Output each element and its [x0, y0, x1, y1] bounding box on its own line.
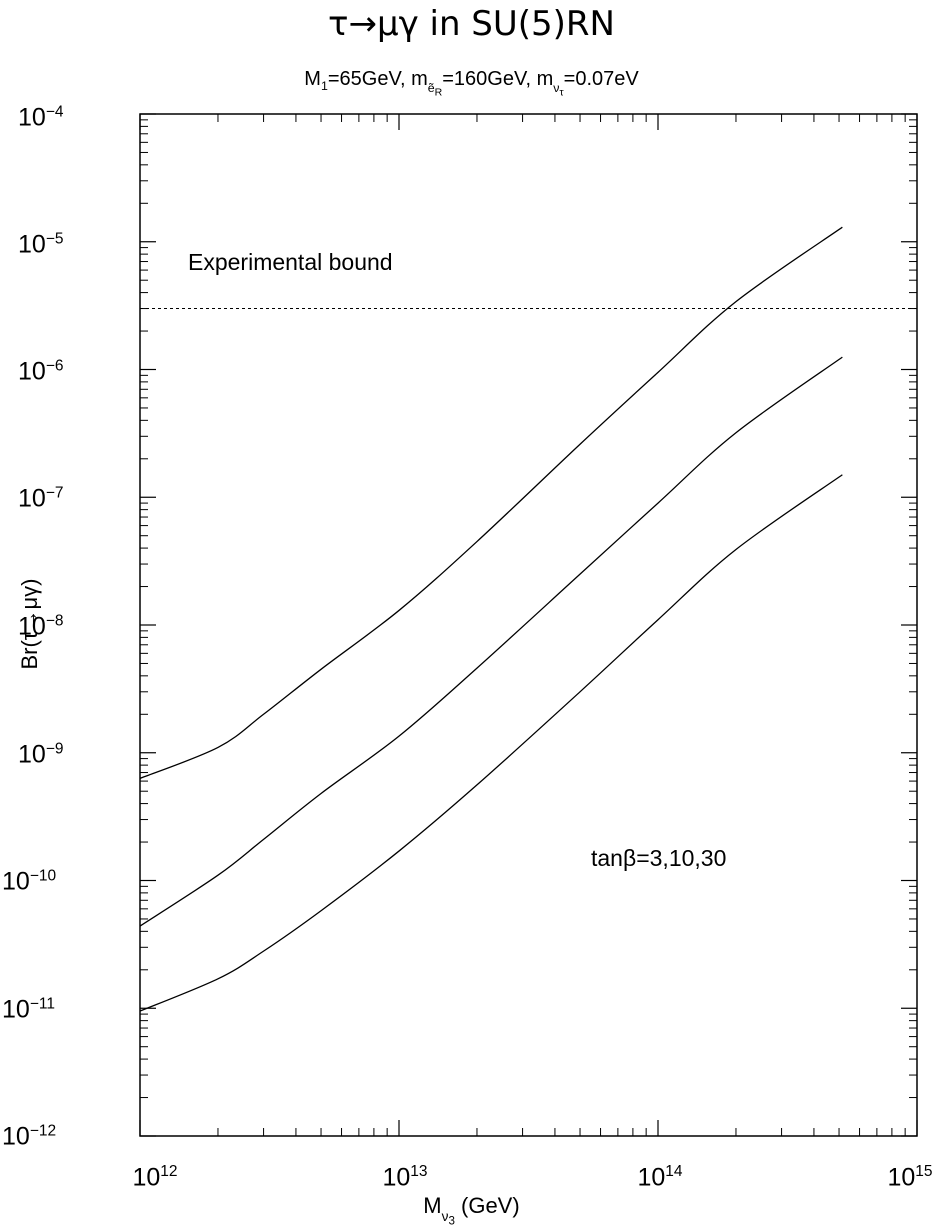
y-tick-label: 10−5 [18, 230, 64, 259]
y-tick-base: 10 [18, 230, 46, 259]
x-tick-base: 10 [382, 1163, 411, 1192]
subtitle-part2-sub: ẽR [427, 80, 443, 99]
x-tick-exp: 15 [915, 1163, 933, 1180]
x-axis-label-main: M [423, 1193, 442, 1218]
subtitle-part3-sub-text: ν [553, 80, 560, 95]
y-tick-exp: −10 [29, 867, 57, 885]
y-tick-exp: −9 [45, 740, 64, 758]
y-tick-base: 10 [18, 103, 46, 132]
x-tick-base: 10 [132, 1163, 161, 1192]
y-tick-label: 10−12 [2, 1122, 56, 1151]
y-tick-base: 10 [18, 612, 46, 641]
y-tick-exp: −8 [45, 612, 64, 630]
subtitle-part2-subsub: R [434, 86, 443, 99]
subtitle-part3: =160GeV, m [442, 68, 554, 90]
x-axis-label-unit: (GeV) [454, 1193, 520, 1218]
subtitle-part2: =65GeV, m [327, 68, 428, 90]
y-tick-exp: −5 [45, 230, 64, 248]
x-tick-base: 10 [637, 1163, 666, 1192]
subtitle-part1-sub: 1 [320, 79, 328, 93]
minor-ticks [140, 114, 917, 1136]
y-tick-label: 10−9 [18, 740, 64, 769]
y-tick-exp: −4 [45, 103, 64, 121]
y-tick-base: 10 [18, 357, 46, 386]
tanbeta-annotation: tanβ=3,10,30 [591, 845, 727, 871]
series-line-1 [139, 226, 843, 779]
x-tick-label: 1013 [382, 1163, 427, 1192]
y-tick-exp: −7 [45, 484, 64, 502]
bound-annotation: Experimental bound [188, 249, 393, 275]
x-axis-label-sub-text: ν [441, 1208, 449, 1224]
y-tick-base: 10 [18, 484, 46, 513]
x-tick-label: 1015 [887, 1163, 932, 1192]
subtitle-part3-sub: ντ [553, 80, 564, 99]
y-tick-exp: −6 [45, 357, 64, 375]
subtitle-part2-sub-text: ẽ [427, 80, 435, 95]
plot-frame [139, 113, 918, 1137]
y-axis-label: Br(τ→μγ) [17, 578, 42, 670]
y-tick-base: 10 [18, 740, 46, 769]
y-tick-base: 10 [2, 867, 30, 896]
series-line-2 [139, 356, 843, 927]
y-tick-label: 10−6 [18, 357, 64, 386]
subtitle-part1: M [304, 68, 321, 90]
x-axis-label: Mν3 (GeV) [0, 1193, 943, 1227]
x-axis-label-sub: ν3 [441, 1208, 455, 1227]
series-line-3 [139, 474, 843, 1012]
x-tick-base: 10 [887, 1163, 916, 1192]
subtitle-part3-subsub: τ [559, 86, 564, 99]
chart-title: τ→μγ in SU(5)RN [327, 4, 615, 44]
y-tick-label: 10−10 [2, 867, 56, 896]
chart-subtitle: M1=65GeV, mẽR=160GeV, mντ=0.07eV [0, 68, 943, 98]
y-tick-label: 10−7 [18, 484, 64, 513]
x-tick-label: 1014 [637, 1163, 682, 1192]
x-tick-exp: 12 [160, 1163, 178, 1180]
y-tick-base: 10 [2, 1122, 30, 1151]
x-axis-label-subsub: 3 [448, 1215, 455, 1227]
y-tick-label: 10−8 [18, 612, 64, 641]
y-tick-label: 10−11 [2, 995, 55, 1024]
subtitle-part4: =0.07eV [563, 68, 639, 90]
y-tick-base: 10 [2, 995, 30, 1024]
x-tick-exp: 14 [665, 1163, 683, 1180]
x-tick-label: 1012 [132, 1163, 177, 1192]
series-group [139, 226, 843, 1012]
y-tick-exp: −11 [29, 995, 55, 1013]
y-tick-exp: −12 [29, 1122, 57, 1140]
x-tick-exp: 13 [410, 1163, 428, 1180]
y-tick-label: 10−4 [18, 103, 64, 132]
